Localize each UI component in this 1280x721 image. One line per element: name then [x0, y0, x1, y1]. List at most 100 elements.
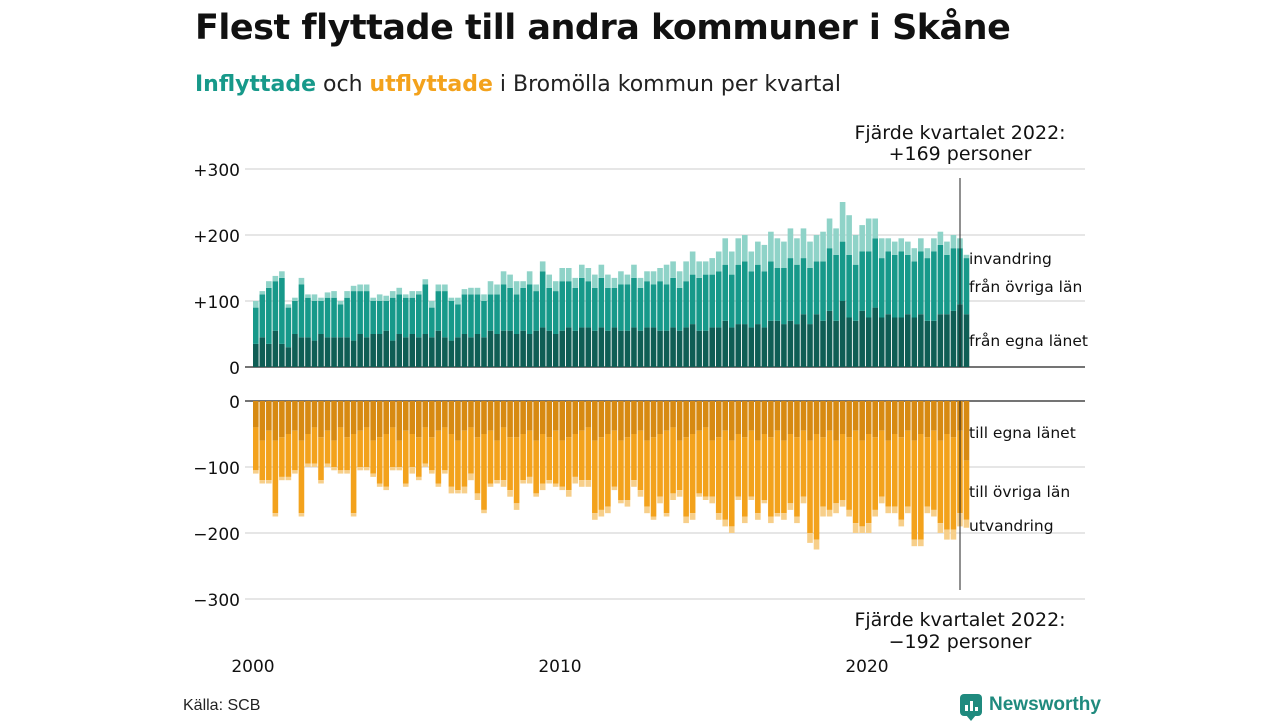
outflow-bar-segment [650, 437, 657, 517]
outflow-bar-segment [950, 437, 957, 530]
inflow-bar-segment [911, 248, 918, 262]
inflow-bar-segment [676, 271, 683, 288]
outflow-bar-segment [579, 401, 585, 431]
outflow-bar-segment [800, 496, 807, 504]
inflow-bar-segment [592, 330, 598, 367]
outflow-bar-segment [259, 440, 266, 481]
outflow-bar-segment [383, 401, 389, 434]
outflow-bar-segment [253, 470, 259, 474]
inflow-bar-segment [579, 327, 585, 367]
inflow-bar-segment [305, 297, 311, 338]
inflow-bar-segment [409, 297, 416, 334]
inflow-bar-segment [272, 330, 279, 367]
inflow-bar-segment [709, 258, 715, 275]
outflow-bar-segment [572, 434, 579, 477]
inflow-bar-segment [383, 330, 389, 367]
inflow-bar-segment [931, 251, 937, 321]
inflow-bar-segment [442, 337, 448, 367]
inflow-bar-segment [742, 261, 748, 325]
outflow-bar-segment [592, 513, 598, 520]
outflow-bar-segment [344, 437, 350, 471]
outflow-bar-segment [761, 500, 768, 504]
inflow-bar-segment [455, 337, 461, 367]
outflow-bar-segment [513, 437, 520, 504]
inflow-bar-segment [794, 324, 800, 367]
outflow-bar-segment [768, 401, 774, 438]
inflow-bar-segment [924, 248, 931, 259]
inflow-bar-segment [429, 307, 435, 338]
inflow-bar-segment [800, 314, 807, 367]
inflow-bar-segment [279, 343, 285, 367]
newsworthy-logo[interactable]: Newsworthy [960, 694, 1101, 721]
bottom-y-tick-label: −100 [193, 459, 240, 479]
inflow-bar-segment [402, 297, 409, 338]
outflow-bar-segment [807, 401, 813, 441]
inflow-bar-segment [474, 334, 481, 367]
outflow-bar-segment [702, 427, 709, 497]
inflow-bar-segment [331, 291, 337, 298]
outflow-bar-segment [539, 401, 546, 434]
inflow-bar-segment [468, 287, 474, 295]
inflow-bar-segment [259, 337, 266, 367]
inflow-bar-segment [266, 343, 272, 367]
inflow-bar-segment [533, 291, 539, 331]
inflow-bar-segment [859, 251, 865, 311]
outflow-bar-segment [383, 434, 389, 487]
inflow-bar-segment [846, 317, 852, 367]
inflow-bar-segment [559, 330, 566, 367]
inflow-bar-segment [448, 340, 455, 367]
inflow-bar-segment [376, 294, 383, 301]
inflow-bar-segment [833, 320, 839, 367]
outflow-bar-segment [781, 440, 787, 514]
inflow-bar-segment [846, 215, 852, 255]
outflow-bar-segment [513, 401, 520, 438]
inflow-bar-segment [292, 297, 298, 301]
inflow-bar-segment [683, 261, 689, 282]
inflow-bar-segment [481, 294, 487, 301]
outflow-bar-segment [696, 401, 702, 431]
outflow-bar-segment [846, 437, 852, 510]
outflow-bar-segment [292, 470, 298, 474]
outflow-bar-segment [944, 529, 950, 540]
inflow-bar-segment [650, 271, 657, 285]
inflow-bar-segment [611, 287, 618, 328]
chart-subtitle: Inflyttade och utflyttade i Bromölla kom… [195, 72, 841, 97]
inflow-bar-segment [618, 330, 624, 367]
inflow-bar-segment [337, 304, 344, 338]
bottom-y-tick-label: −200 [193, 525, 240, 545]
inflow-bar-segment [748, 271, 755, 328]
outflow-bar-segment [631, 434, 637, 481]
inflow-bar-segment [592, 287, 598, 331]
outflow-bar-segment [794, 401, 800, 438]
inflow-bar-segment [331, 337, 337, 367]
inflow-bar-segment [253, 343, 259, 367]
inflow-bar-segment [885, 314, 892, 367]
outflow-bar-segment [885, 440, 892, 507]
inflow-bar-segment [435, 284, 442, 292]
outflow-bar-segment [937, 523, 944, 533]
inflow-bar-segment [839, 241, 846, 301]
outflow-bar-segment [950, 529, 957, 540]
outflow-bar-segment [292, 401, 298, 431]
outflow-bar-segment [344, 401, 350, 438]
subtitle-rest: i Bromölla kommun per kvartal [499, 72, 841, 97]
outflow-bar-segment [389, 427, 396, 467]
outflow-bar-segment [813, 539, 820, 550]
outflow-bar-segment [337, 470, 344, 474]
inflow-bar-segment [826, 310, 833, 367]
inflow-bar-segment [344, 337, 350, 367]
outflow-bar-segment [813, 401, 820, 434]
outflow-bar-segment [305, 401, 311, 434]
outflow-bar-segment [552, 483, 559, 487]
outflow-bar-segment [846, 401, 852, 438]
outflow-bar-segment [715, 401, 722, 438]
outflow-bar-segment [598, 437, 605, 510]
inflow-bar-segment [715, 271, 722, 328]
inflow-bar-segment [324, 292, 331, 298]
inflow-bar-segment [526, 271, 533, 285]
inflow-bar-segment [715, 327, 722, 367]
inflow-bar-segment [337, 337, 344, 367]
outflow-bar-segment [559, 401, 566, 441]
outflow-bar-segment [455, 401, 461, 441]
outflow-bar-segment [872, 509, 878, 517]
